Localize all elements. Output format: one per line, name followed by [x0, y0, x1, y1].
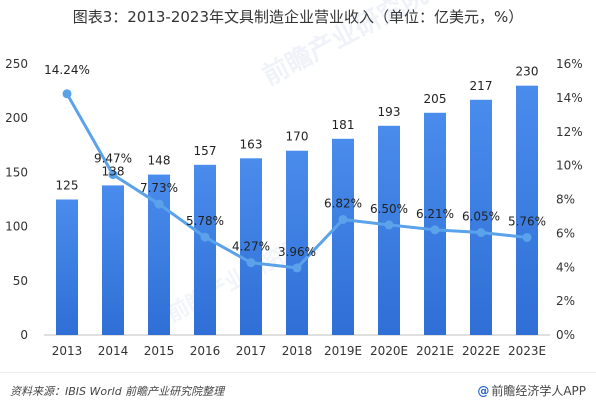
bar — [424, 112, 446, 335]
data-labels: 125 138 148 157 163 170 181 193 205 217 230 14.24% 9… — [44, 63, 546, 259]
line-value-label: 6.21% — [416, 207, 454, 221]
y-right-tick-label: 10% — [556, 159, 583, 173]
y-left-tick-label: 50 — [13, 274, 28, 288]
bar-value-label: 205 — [424, 92, 447, 106]
y-right-tick-label: 6% — [556, 226, 575, 240]
y-left-tick-label: 0 — [20, 328, 28, 342]
line-point — [522, 232, 532, 242]
y-right-tick-label: 12% — [556, 125, 583, 139]
line-point — [246, 258, 256, 268]
line-value-label: 5.76% — [508, 214, 546, 228]
chart-plot: 0 50 100 150 200 250 0% 2% 4% 6% 8% 10% 12% 14% 16% 201… — [5, 57, 583, 358]
y-left-tick-label: 100 — [5, 220, 28, 234]
x-tick-label: 2017 — [236, 344, 267, 358]
bar-value-label: 193 — [378, 105, 401, 119]
x-tick-label: 2021E — [416, 344, 454, 358]
bar — [194, 164, 216, 335]
y-right-tick-label: 8% — [556, 193, 575, 207]
bar-value-label: 138 — [102, 164, 125, 178]
line-value-label: 14.24% — [44, 63, 90, 77]
bar-value-label: 163 — [240, 137, 263, 151]
x-tick-label: 2018 — [282, 344, 313, 358]
line-value-label: 7.73% — [140, 181, 178, 195]
line-value-label: 6.50% — [370, 202, 408, 216]
source-note: 资料来源：IBIS World 前瞻产业研究院整理 — [10, 385, 225, 398]
y-right-tick-label: 16% — [556, 57, 583, 71]
bar-value-label: 230 — [516, 65, 539, 79]
y-right-tick-label: 0% — [556, 328, 575, 342]
axes-layer: 0 50 100 150 200 250 0% 2% 4% 6% 8% 10% 12% 14% 16% 201… — [5, 57, 583, 358]
x-tick-label: 2016 — [190, 344, 221, 358]
x-tick-label: 2013 — [52, 344, 83, 358]
bar — [148, 174, 170, 335]
line-point — [292, 263, 302, 273]
y-left-tick-label: 200 — [5, 111, 28, 125]
x-tick-label: 2022E — [462, 344, 500, 358]
footer: 资料来源：IBIS World 前瞻产业研究院整理 @ 前瞻经济学人APP — [0, 372, 596, 409]
bar — [378, 125, 400, 336]
y-left-tick-label: 250 — [5, 57, 28, 71]
x-tick-label: 2020E — [370, 344, 408, 358]
line-point — [476, 228, 486, 238]
bar — [286, 150, 308, 335]
y-left-tick-label: 150 — [5, 165, 28, 179]
y-right-tick-label: 2% — [556, 294, 575, 308]
x-tick-label: 2023E — [508, 344, 546, 358]
line-value-label: 9.47% — [94, 152, 132, 166]
line-value-label: 6.05% — [462, 210, 500, 224]
bar — [332, 138, 354, 335]
bar-value-label: 157 — [194, 144, 217, 158]
x-tick-label: 2014 — [98, 344, 129, 358]
y-right-tick-label: 14% — [556, 91, 583, 105]
bar-series — [56, 85, 538, 336]
brand-credit: @ 前瞻经济学人APP — [477, 382, 586, 399]
bar-value-label: 217 — [470, 79, 493, 93]
bar — [516, 85, 538, 336]
line-point — [154, 199, 164, 209]
chart-title: 图表3：2013-2023年文具制造企业营业收入（单位：亿美元，%） — [72, 8, 524, 26]
bar-value-label: 181 — [332, 118, 355, 132]
line-point — [430, 225, 440, 235]
line-value-label: 3.96% — [278, 245, 316, 259]
line-point — [62, 89, 72, 99]
x-tick-label: 2015 — [144, 344, 175, 358]
bar-value-label: 170 — [286, 130, 309, 144]
line-point — [108, 170, 118, 180]
line-value-label: 5.78% — [186, 214, 224, 228]
bar — [470, 99, 492, 335]
line-point — [384, 220, 394, 230]
bar — [56, 199, 78, 335]
bar — [102, 185, 124, 335]
x-tick-label: 2019E — [324, 344, 362, 358]
bar — [240, 158, 262, 335]
line-point — [200, 232, 210, 242]
brand-name: 前瞻经济学人APP — [491, 384, 586, 398]
bar-value-label: 125 — [56, 179, 79, 193]
line-value-label: 4.27% — [232, 240, 270, 254]
line-value-label: 6.82% — [324, 196, 362, 210]
line-series — [62, 89, 532, 273]
bar-value-label: 148 — [148, 154, 171, 168]
line-point — [338, 214, 348, 224]
y-right-tick-label: 4% — [556, 260, 575, 274]
at-icon: @ — [477, 384, 490, 398]
